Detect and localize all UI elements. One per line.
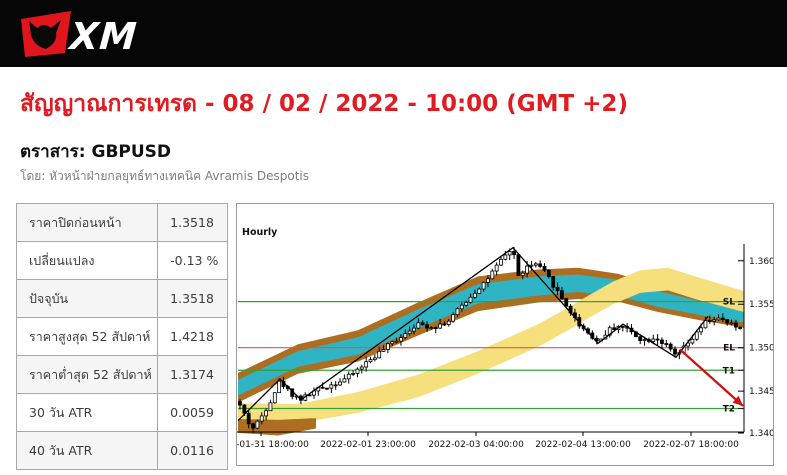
stat-value: 1.4218 xyxy=(157,317,228,356)
svg-text:T2: T2 xyxy=(723,405,735,415)
stat-label: 30 วัน ATR xyxy=(15,393,159,432)
svg-text:2022-02-01 23:00:00: 2022-02-01 23:00:00 xyxy=(320,440,416,450)
stat-label: ปัจจุบัน xyxy=(15,279,159,318)
svg-text:1.3450: 1.3450 xyxy=(749,387,773,397)
chart-container: 1.3400 1.3450 1.3500 1.3550 1.3600 2022-01-31… xyxy=(236,203,774,466)
stat-label: ราคาต่ำสุด 52 สัปดาห์ xyxy=(15,355,159,394)
byline: โดย: หัวหน้าฝ่ายกลยุทธ์ทางเทคนิค Avramis… xyxy=(20,169,310,183)
table-row: ราคาสูงสุด 52 สัปดาห์ 1.4218 xyxy=(15,317,228,356)
table-row: 40 วัน ATR 0.0116 xyxy=(15,431,228,470)
instrument-title: ตราสาร: GBPUSD xyxy=(20,142,172,162)
stat-value: 0.0059 xyxy=(157,393,228,432)
xm-logo[interactable]: XM xyxy=(14,9,139,63)
stat-value: -0.13 % xyxy=(157,241,228,280)
table-row: ราคาต่ำสุด 52 สัปดาห์ 1.3174 xyxy=(15,355,228,394)
svg-text:SL: SL xyxy=(723,298,735,308)
stat-value: 1.3518 xyxy=(157,279,228,318)
svg-text:2022-02-04 13:00:00: 2022-02-04 13:00:00 xyxy=(535,440,631,450)
table-row: ปัจจุบัน 1.3518 xyxy=(15,279,228,318)
stat-label: 40 วัน ATR xyxy=(15,431,159,470)
stat-value: 0.0116 xyxy=(157,431,228,470)
stat-value: 1.3174 xyxy=(157,355,228,394)
svg-text:1.3550: 1.3550 xyxy=(749,300,773,310)
stats-table: ราคาปิดก่อนหน้า 1.3518 เปลี่ยนแปลง -0.13… xyxy=(15,203,228,470)
stat-label: ราคาปิดก่อนหน้า xyxy=(15,203,159,242)
svg-text:1.3600: 1.3600 xyxy=(749,257,773,267)
price-chart: 1.3400 1.3450 1.3500 1.3550 1.3600 2022-01-31… xyxy=(237,227,773,450)
xm-bull-icon xyxy=(14,9,76,63)
table-row: เปลี่ยนแปลง -0.13 % xyxy=(15,241,228,280)
stat-value: 1.3518 xyxy=(157,203,228,242)
page-title: สัญญาณการเทรด - 08 / 02 / 2022 - 10:00 (… xyxy=(20,91,628,117)
svg-text:2022-01-31 18:00:00: 2022-01-31 18:00:00 xyxy=(237,440,309,450)
table-row: ราคาปิดก่อนหน้า 1.3518 xyxy=(15,203,228,242)
svg-text:1.3400: 1.3400 xyxy=(749,429,773,439)
brand-text: XM xyxy=(68,14,139,58)
svg-text:2022-02-03 04:00:00: 2022-02-03 04:00:00 xyxy=(428,440,524,450)
top-bar: XM xyxy=(0,0,787,67)
svg-text:T1: T1 xyxy=(723,366,735,376)
stat-label: ราคาสูงสุด 52 สัปดาห์ xyxy=(15,317,159,356)
svg-text:EL: EL xyxy=(723,344,735,354)
svg-text:1.3500: 1.3500 xyxy=(749,344,773,354)
svg-text:2022-02-07 18:00:00: 2022-02-07 18:00:00 xyxy=(643,440,739,450)
svg-text:Hourly: Hourly xyxy=(242,227,278,238)
stat-label: เปลี่ยนแปลง xyxy=(15,241,159,280)
table-row: 30 วัน ATR 0.0059 xyxy=(15,393,228,432)
